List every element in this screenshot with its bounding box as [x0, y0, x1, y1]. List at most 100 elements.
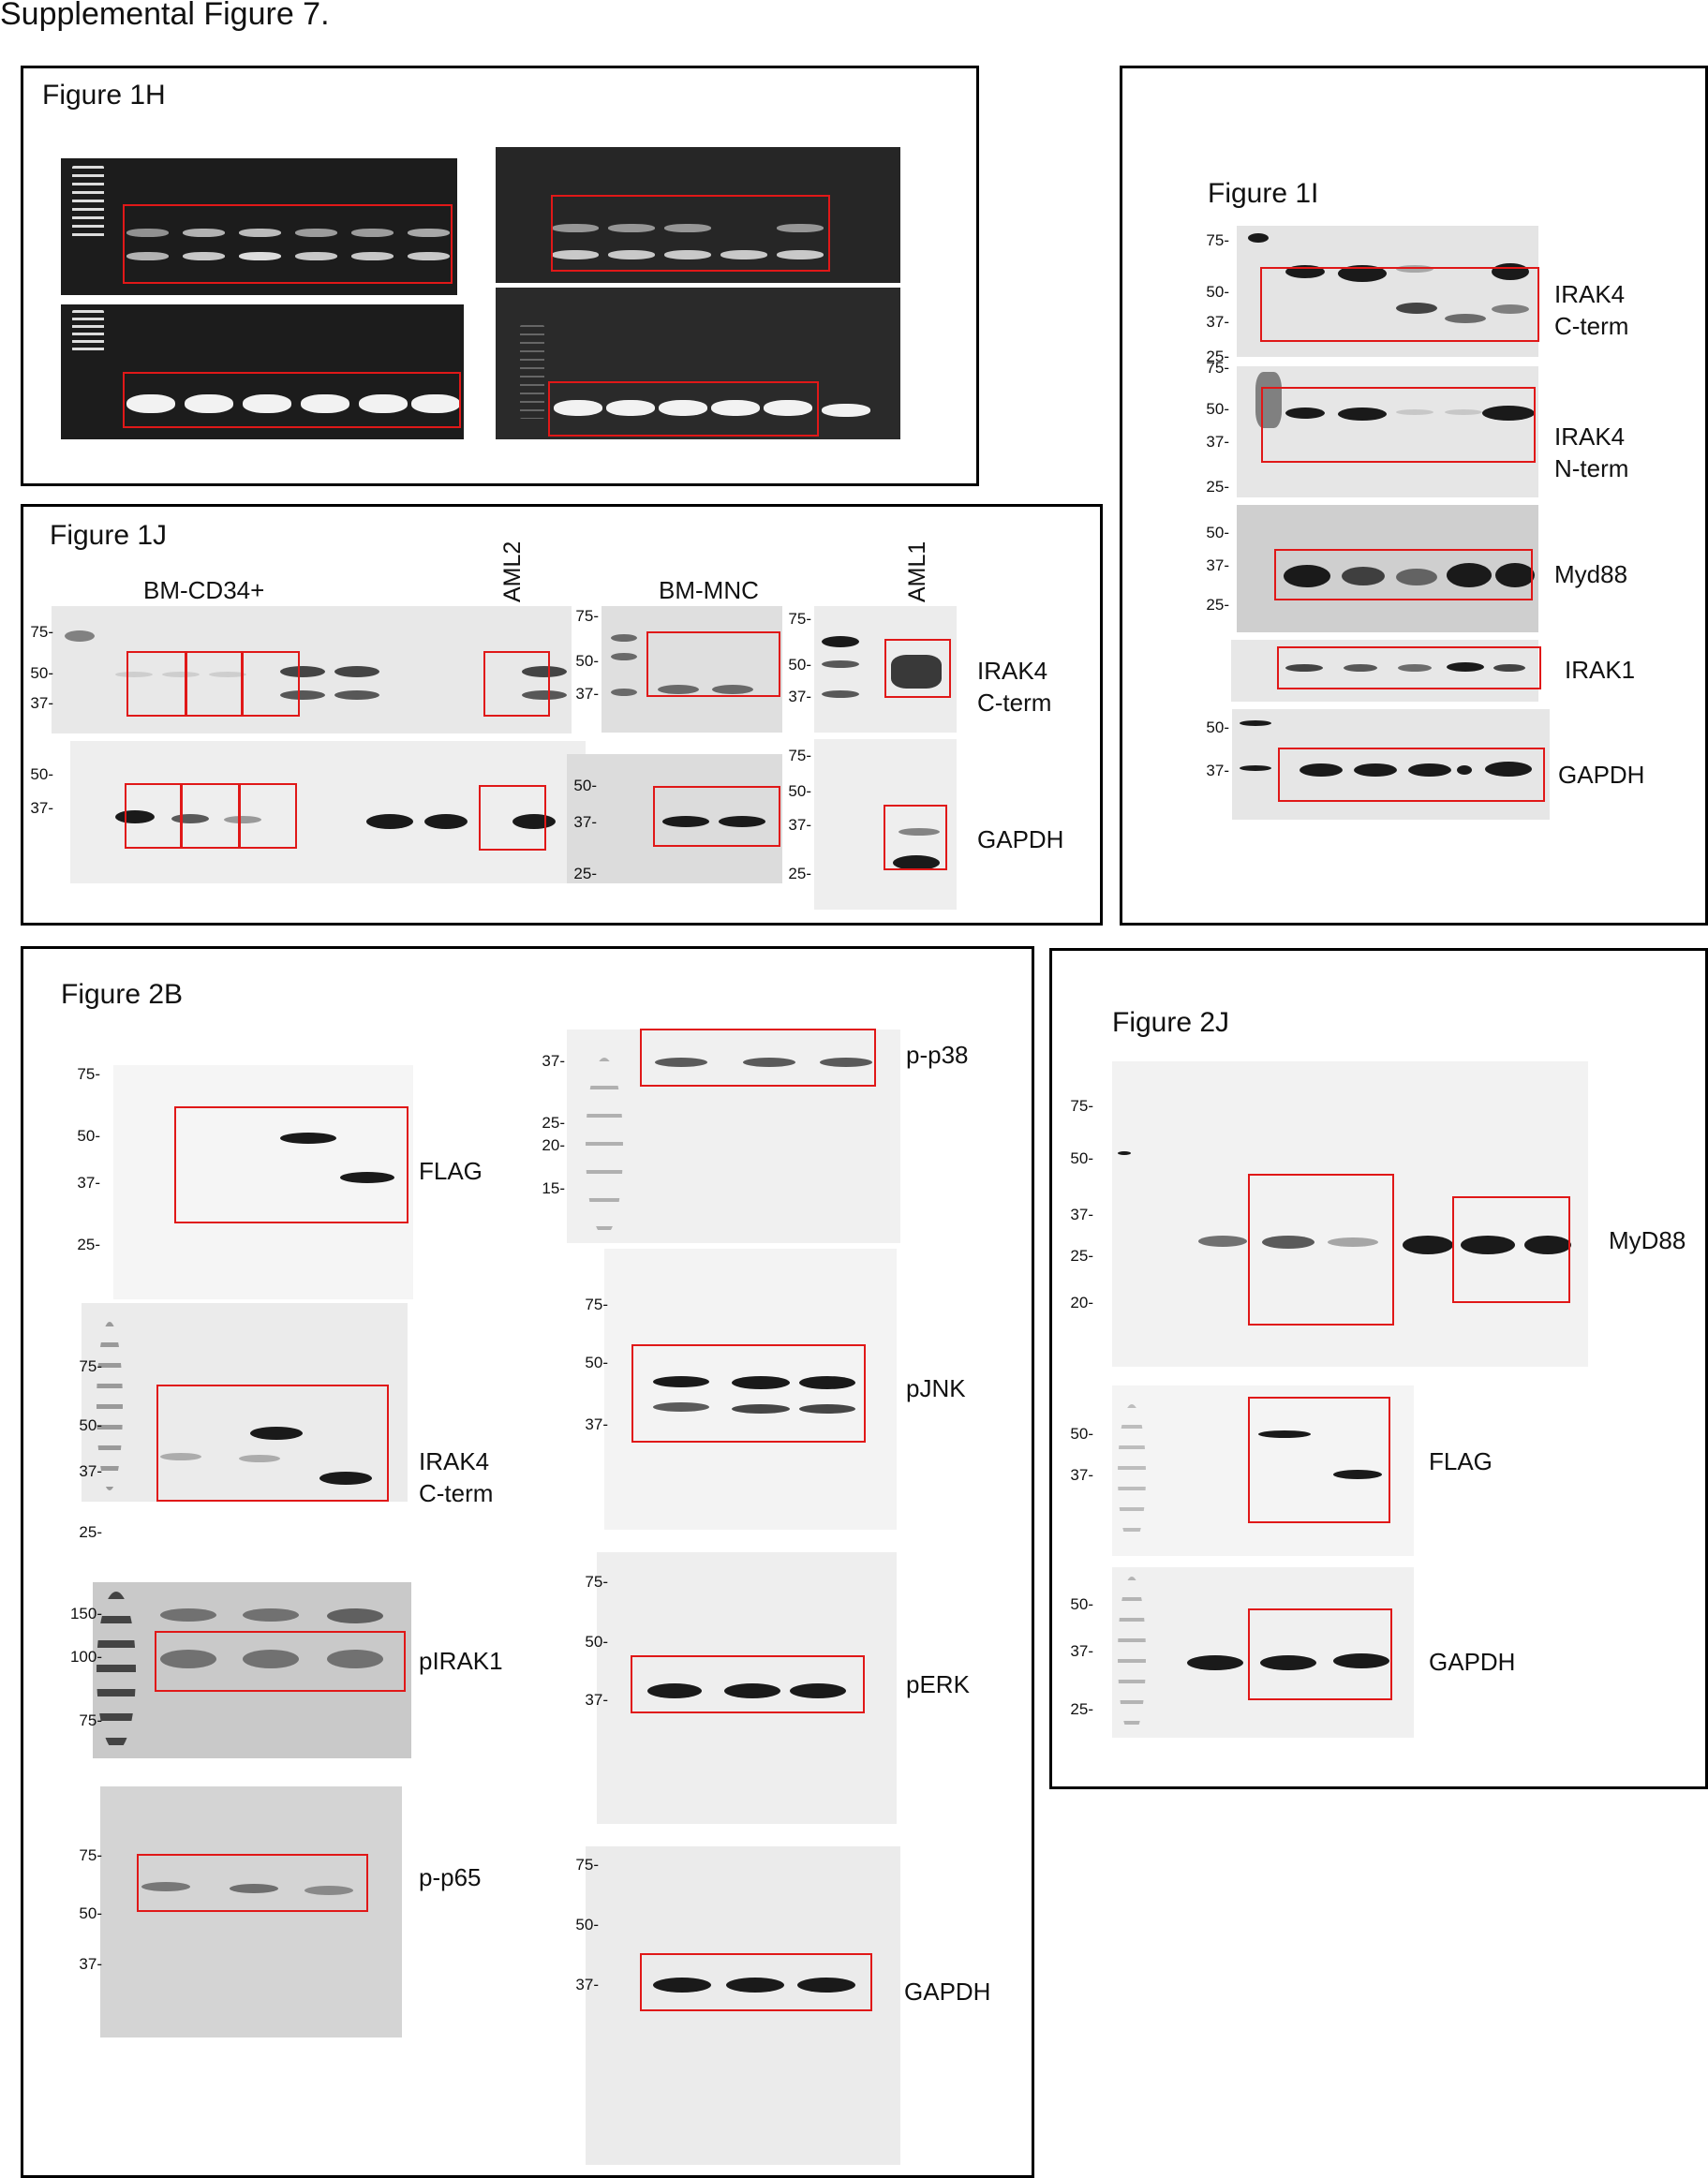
blot-ladder — [97, 1592, 136, 1751]
blot-band — [1492, 304, 1529, 314]
blot-band — [647, 1683, 702, 1698]
blot-band — [1300, 763, 1343, 777]
supplement-title: Supplemental Figure 7. — [0, 0, 330, 32]
blot-band — [162, 672, 200, 677]
marker-label: 37- — [585, 1691, 608, 1709]
blot-band — [1524, 1236, 1571, 1254]
blot-label: IRAK4 — [419, 1447, 490, 1475]
gel-band — [126, 394, 175, 413]
blot-band — [1240, 720, 1271, 726]
blot-band — [160, 1608, 216, 1622]
blot-band — [319, 1472, 372, 1485]
figure-1h-panel: Figure 1H — [21, 66, 979, 486]
blot-band — [224, 816, 261, 823]
blot-band — [250, 1427, 303, 1440]
blot-ladder — [1118, 1404, 1146, 1545]
highlight-box — [548, 381, 819, 437]
highlight-box — [123, 372, 461, 428]
gel-band — [554, 400, 602, 416]
blot-2b-flag — [113, 1065, 413, 1299]
gel-band — [126, 252, 169, 260]
figure-1h-title: Figure 1H — [42, 80, 166, 111]
marker-label: 150- — [69, 1605, 102, 1622]
blot-band — [1398, 664, 1432, 672]
marker-label: 37- — [542, 1052, 565, 1070]
blot-band — [1198, 1236, 1247, 1247]
blot-band — [1262, 1236, 1314, 1249]
blot-band — [1260, 1655, 1316, 1670]
blot-label: N-term — [1554, 454, 1629, 482]
blot-band — [171, 814, 209, 823]
gel-band — [711, 400, 760, 416]
blot-band — [243, 1608, 299, 1622]
marker-label: 37- — [1206, 313, 1229, 331]
highlight-box — [1261, 387, 1536, 463]
gel-band — [764, 400, 812, 416]
marker-label: 75- — [79, 1357, 102, 1375]
blot-band — [653, 1402, 709, 1412]
gel-top-right — [496, 147, 900, 283]
marker-label: 75- — [788, 747, 811, 764]
marker-label: 50- — [575, 1916, 599, 1934]
gel-band — [720, 250, 767, 259]
marker-label: 25- — [1070, 1700, 1093, 1718]
blot-band — [797, 1978, 855, 1993]
highlight-box — [137, 1854, 368, 1912]
highlight-box — [479, 785, 546, 851]
blot-band — [1118, 1151, 1131, 1155]
blot-band — [1285, 664, 1323, 672]
blot-band — [611, 653, 637, 660]
blot-band — [1248, 233, 1269, 243]
blot-band — [1187, 1655, 1243, 1670]
marker-label: 37- — [1070, 1466, 1093, 1484]
blot-band — [893, 855, 940, 870]
marker-label: 50- — [1206, 283, 1229, 301]
marker-label: 75- — [585, 1296, 608, 1313]
marker-label: 37- — [788, 816, 811, 834]
blot-band — [280, 666, 325, 677]
figure-2b-panel: Figure 2B 75- 50- 37- 25- FLAG 75- 50- 3… — [21, 946, 1034, 2178]
figure-1j-title: Figure 1J — [50, 520, 168, 551]
gel-band — [659, 400, 707, 416]
marker-label: 75- — [77, 1065, 100, 1083]
blot-2b-gapdh — [586, 1846, 900, 2165]
highlight-box — [1452, 1196, 1570, 1303]
marker-label: 37- — [573, 813, 597, 831]
gel-band — [664, 250, 711, 259]
marker-label: 50- — [30, 765, 53, 783]
marker-label: 37- — [77, 1174, 100, 1192]
blot-2j-flag — [1112, 1385, 1414, 1556]
blot-2b-pjnk — [604, 1249, 897, 1530]
figure-1j-panel: Figure 1J BM-CD34+ AML2 BM-MNC AML1 75- … — [21, 504, 1103, 926]
highlight-box — [156, 1385, 389, 1502]
blot-2b-pp65 — [100, 1786, 402, 2037]
blot-band — [732, 1404, 790, 1414]
marker-label: 50- — [788, 656, 811, 674]
figure-1i-panel: Figure 1I 75- 50- 37- 25- IRAK4 C-term 7… — [1120, 66, 1708, 926]
marker-label: 37- — [30, 799, 53, 817]
blot-band — [1333, 1653, 1389, 1668]
highlight-box — [884, 639, 951, 698]
blot-band — [891, 655, 942, 689]
gel-band — [239, 229, 281, 237]
highlight-box — [125, 783, 183, 849]
gel-band — [777, 250, 824, 259]
blot-2j-gapdh — [1112, 1567, 1414, 1738]
highlight-box — [155, 1631, 406, 1692]
highlight-box — [653, 786, 780, 847]
blot-2j-myd88 — [1112, 1061, 1588, 1367]
blot-band — [1344, 664, 1377, 672]
highlight-box — [123, 204, 453, 284]
gel-band — [408, 252, 450, 260]
blot-band — [1396, 265, 1433, 273]
figure-2j-title: Figure 2J — [1112, 1007, 1230, 1038]
marker-label: 75- — [788, 610, 811, 628]
blot-band — [712, 685, 753, 694]
highlight-box — [185, 651, 244, 717]
blot-band — [1333, 1470, 1382, 1479]
blot-1j-gapdh-left — [70, 741, 586, 883]
marker-label: 50- — [788, 782, 811, 800]
blot-irak1 — [1231, 640, 1538, 702]
blot-band — [1403, 1236, 1453, 1254]
blot-label: IRAK1 — [1565, 656, 1636, 684]
